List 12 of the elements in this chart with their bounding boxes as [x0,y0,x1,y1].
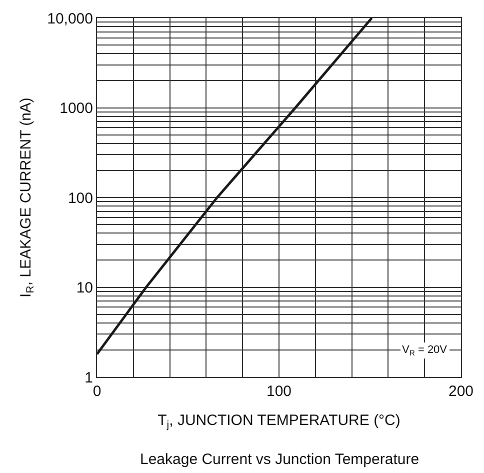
y-tick-label: 10 [76,280,93,296]
x-tick-label: 0 [92,383,102,400]
annotation: V$_{R}$ = 20V [402,344,448,358]
x-axis-title: T$_{j}$, JUNCTION TEMPERATURE (°C) [158,412,400,432]
line-series [97,18,374,356]
y-tick-label: 100 [68,190,93,207]
y-tick-label: 10,000 [47,10,93,28]
x-tick-label: 200 [448,383,474,400]
text: Leakage Current vs Junction Temperature [140,451,420,468]
y-tick-label: 1000 [60,100,93,117]
y-tick-label: 1 [84,369,93,386]
x-tick-label: 100 [266,383,292,400]
